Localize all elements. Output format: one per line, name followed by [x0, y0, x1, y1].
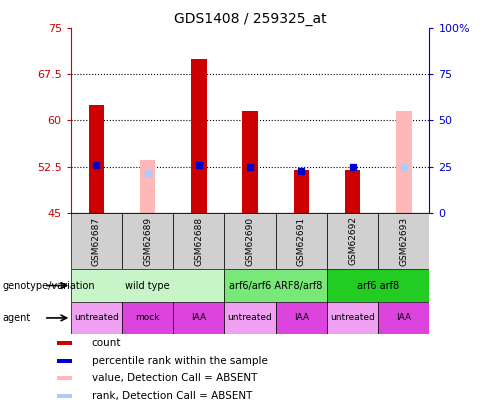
Text: untreated: untreated — [330, 313, 375, 322]
Text: IAA: IAA — [294, 313, 309, 322]
Title: GDS1408 / 259325_at: GDS1408 / 259325_at — [174, 12, 326, 26]
Text: wild type: wild type — [125, 281, 170, 290]
Bar — [71, 213, 122, 269]
Text: count: count — [92, 338, 121, 348]
Text: GSM62689: GSM62689 — [143, 216, 152, 266]
Bar — [71, 269, 224, 302]
Text: GSM62687: GSM62687 — [92, 216, 101, 266]
Bar — [327, 302, 378, 334]
Bar — [58, 341, 72, 345]
Bar — [378, 302, 429, 334]
Bar — [294, 170, 309, 213]
Text: genotype/variation: genotype/variation — [2, 281, 95, 290]
Text: arf6/arf6 ARF8/arf8: arf6/arf6 ARF8/arf8 — [229, 281, 323, 290]
Bar — [173, 302, 224, 334]
Bar — [173, 213, 224, 269]
Bar — [58, 359, 72, 362]
Bar — [140, 160, 155, 213]
Text: GSM62693: GSM62693 — [399, 216, 408, 266]
Text: untreated: untreated — [228, 313, 272, 322]
Text: GSM62691: GSM62691 — [297, 216, 306, 266]
Text: mock: mock — [135, 313, 160, 322]
Text: IAA: IAA — [396, 313, 411, 322]
Text: percentile rank within the sample: percentile rank within the sample — [92, 356, 267, 366]
Text: agent: agent — [2, 313, 31, 323]
Bar — [58, 377, 72, 380]
Bar — [224, 302, 276, 334]
Text: GSM62690: GSM62690 — [245, 216, 255, 266]
Bar — [224, 213, 276, 269]
Bar — [243, 111, 258, 213]
Bar — [224, 269, 327, 302]
Bar — [71, 302, 122, 334]
Bar — [327, 213, 378, 269]
Bar — [58, 394, 72, 398]
Text: GSM62692: GSM62692 — [348, 217, 357, 265]
Bar — [122, 302, 173, 334]
Text: untreated: untreated — [74, 313, 119, 322]
Bar — [345, 170, 360, 213]
Text: GSM62688: GSM62688 — [194, 216, 203, 266]
Bar — [378, 213, 429, 269]
Text: rank, Detection Call = ABSENT: rank, Detection Call = ABSENT — [92, 391, 252, 401]
Text: arf6 arf8: arf6 arf8 — [357, 281, 399, 290]
Bar — [327, 269, 429, 302]
Text: value, Detection Call = ABSENT: value, Detection Call = ABSENT — [92, 373, 257, 384]
Bar — [276, 302, 327, 334]
Text: IAA: IAA — [191, 313, 206, 322]
Bar — [276, 213, 327, 269]
Bar — [89, 105, 104, 213]
Bar — [122, 213, 173, 269]
Bar — [191, 59, 206, 213]
Bar — [396, 111, 411, 213]
